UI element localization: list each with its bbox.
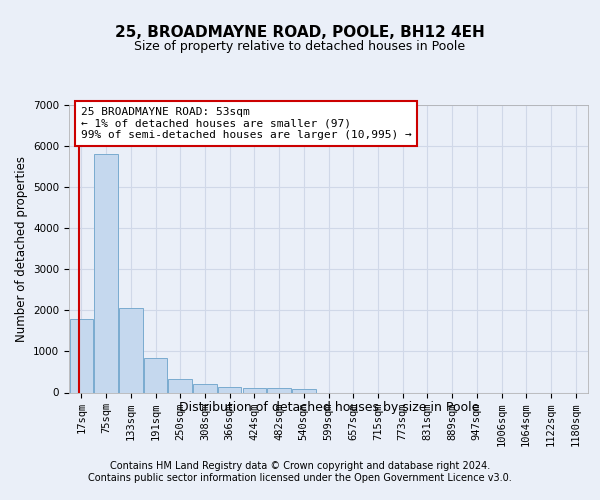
Bar [70, 320, 93, 392]
Text: 25 BROADMAYNE ROAD: 53sqm
← 1% of detached houses are smaller (97)
99% of semi-d: 25 BROADMAYNE ROAD: 53sqm ← 1% of detach… [80, 107, 412, 140]
Bar [94, 154, 118, 392]
Text: Distribution of detached houses by size in Poole: Distribution of detached houses by size … [179, 401, 479, 414]
Bar [193, 384, 217, 392]
Bar [218, 387, 241, 392]
Bar [144, 358, 167, 392]
Text: 25, BROADMAYNE ROAD, POOLE, BH12 4EH: 25, BROADMAYNE ROAD, POOLE, BH12 4EH [115, 25, 485, 40]
Text: Contains public sector information licensed under the Open Government Licence v3: Contains public sector information licen… [88, 473, 512, 483]
Bar [119, 308, 143, 392]
Bar [292, 389, 316, 392]
Bar [268, 388, 291, 392]
Y-axis label: Number of detached properties: Number of detached properties [14, 156, 28, 342]
Bar [242, 388, 266, 392]
Text: Size of property relative to detached houses in Poole: Size of property relative to detached ho… [134, 40, 466, 53]
Bar [169, 378, 192, 392]
Text: Contains HM Land Registry data © Crown copyright and database right 2024.: Contains HM Land Registry data © Crown c… [110, 461, 490, 471]
